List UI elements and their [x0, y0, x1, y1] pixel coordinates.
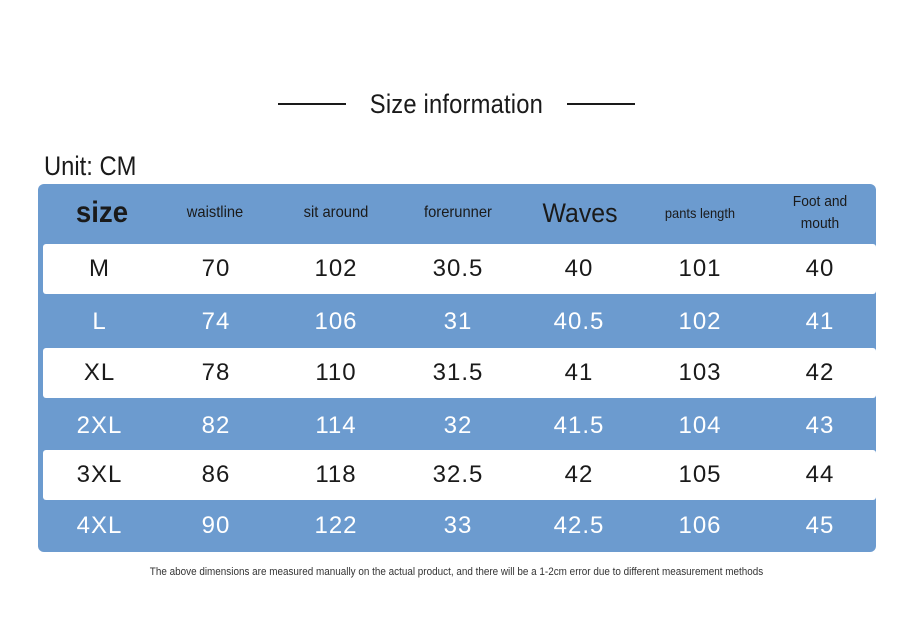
- table-cell: 74: [201, 308, 231, 335]
- table-cell: 45: [805, 512, 835, 539]
- table-cell: 82: [201, 412, 231, 439]
- table-cell: 86: [201, 461, 231, 488]
- table-row: 3XL 86 118 32.5 42 105 44: [43, 450, 876, 500]
- table-cell: M: [89, 255, 110, 282]
- table-cell: 43: [805, 412, 835, 439]
- table-cell: 32.5: [432, 461, 484, 488]
- table-cell: 41.5: [553, 412, 605, 439]
- table-cell: 2XL: [76, 412, 123, 439]
- table-cell: 102: [314, 255, 358, 282]
- unit-label: Unit: CM: [44, 151, 137, 181]
- measurement-footnote: The above dimensions are measured manual…: [149, 566, 764, 578]
- table-cell: 70: [201, 255, 231, 282]
- title-block: Size information: [0, 84, 913, 124]
- title-left-rule: [278, 103, 347, 105]
- table-cell: 90: [201, 512, 231, 539]
- table-cell: 42: [805, 359, 835, 386]
- header-waves: Waves: [542, 198, 618, 228]
- table-header-row: size waistline sit around forerunner Wav…: [38, 184, 876, 242]
- table-cell: 31: [443, 308, 473, 335]
- table-cell: 103: [678, 359, 722, 386]
- table-cell: 102: [678, 308, 722, 335]
- table-cell: 106: [678, 512, 722, 539]
- table-row: 2XL 82 114 32 41.5 104 43: [38, 400, 876, 452]
- table-cell: 44: [805, 461, 835, 488]
- table-cell: 41: [564, 359, 594, 386]
- table-cell: 31.5: [432, 359, 484, 386]
- table-cell: 40: [564, 255, 594, 282]
- table-row: M 70 102 30.5 40 101 40: [43, 244, 876, 294]
- table-row: L 74 106 31 40.5 102 41: [38, 296, 876, 348]
- header-sit-around: sit around: [303, 204, 369, 221]
- table-row: XL 78 110 31.5 41 103 42: [43, 348, 876, 398]
- header-forerunner: forerunner: [424, 204, 492, 221]
- table-cell: XL: [83, 359, 116, 386]
- table-cell: 41: [805, 308, 835, 335]
- table-cell: 110: [315, 359, 357, 386]
- table-cell: 3XL: [76, 461, 123, 488]
- table-row: 4XL 90 122 33 42.5 106 45: [38, 500, 876, 552]
- table-cell: 105: [678, 461, 722, 488]
- header-size: size: [75, 196, 129, 229]
- table-cell: 4XL: [76, 512, 123, 539]
- page-title: Size information: [369, 88, 544, 119]
- table-cell: 122: [314, 512, 358, 539]
- table-cell: 118: [315, 461, 357, 488]
- table-cell: 40: [805, 255, 835, 282]
- table-cell: 78: [201, 359, 231, 386]
- table-cell: 32: [443, 412, 473, 439]
- table-cell: 42.5: [553, 512, 605, 539]
- header-waistline: waistline: [186, 204, 244, 221]
- table-cell: 106: [314, 308, 358, 335]
- table-cell: 30.5: [432, 255, 484, 282]
- table-cell: 101: [678, 255, 722, 282]
- table-cell: 33: [443, 512, 473, 539]
- title-right-rule: [566, 103, 635, 105]
- header-foot-and-mouth: Foot and mouth: [792, 193, 848, 232]
- table-cell: 104: [678, 412, 722, 439]
- table-cell: 114: [315, 412, 357, 439]
- table-cell: 40.5: [553, 308, 605, 335]
- table-cell: 42: [564, 461, 594, 488]
- header-pants-length: pants length: [664, 205, 736, 221]
- table-cell: L: [92, 308, 107, 335]
